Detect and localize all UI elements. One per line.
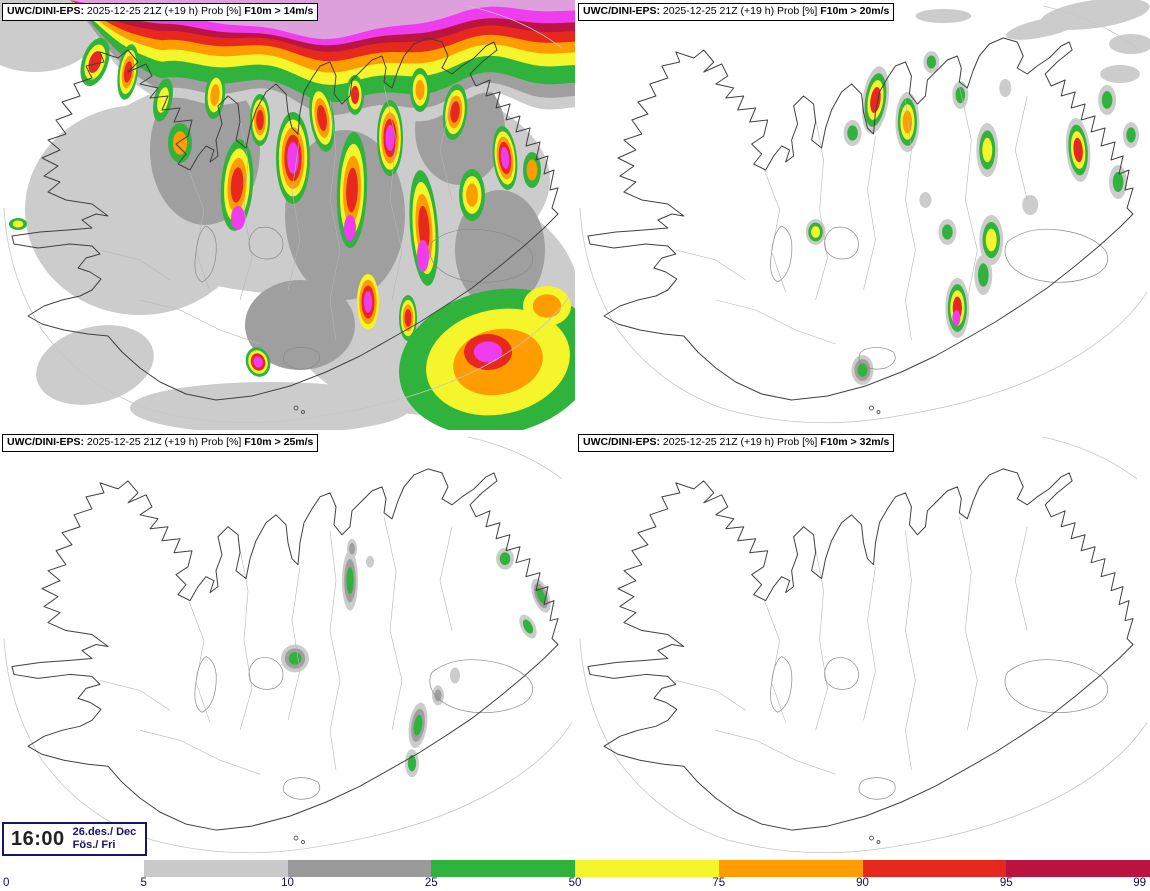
threshold-label: F10m > 32m/s — [820, 436, 890, 448]
legend-label-75: 75 — [712, 877, 726, 889]
legend-segment-5 — [718, 860, 863, 877]
iceland-prob-map-20ms — [579, 0, 1150, 424]
valid-date-group: 26.des./ Dec Fös./ Fri — [73, 826, 137, 852]
legend-labels: 0 5 10 25 50 75 90 95 99 — [0, 877, 1150, 891]
legend-segment-4 — [575, 860, 719, 877]
run-info: 2025-12-25 21Z (+19 h) Prob [%] — [84, 436, 245, 448]
valid-date: 26.des./ Dec — [72, 826, 137, 838]
legend-segment-1 — [143, 860, 288, 877]
legend-segment-0 — [0, 860, 144, 877]
legend-label-25: 25 — [424, 877, 438, 889]
threshold-label: F10m > 25m/s — [244, 436, 314, 448]
panel-title-32ms: UWC/DINI-EPS: 2025-12-25 21Z (+19 h) Pro… — [578, 434, 895, 452]
run-info: 2025-12-25 21Z (+19 h) Prob [%] — [84, 5, 245, 17]
run-info: 2025-12-25 21Z (+19 h) Prob [%] — [660, 5, 821, 17]
model-name: UWC/DINI-EPS: — [7, 436, 84, 448]
iceland-prob-map-14ms — [0, 0, 575, 430]
valid-time: 16:00 — [11, 827, 65, 850]
probability-legend: 0 5 10 25 50 75 90 95 99 — [0, 860, 1150, 891]
legend-segment-2 — [287, 860, 432, 877]
panel-prob-gt-20ms: UWC/DINI-EPS: 2025-12-25 21Z (+19 h) Pro… — [576, 0, 1150, 430]
legend-bar — [0, 860, 1150, 877]
threshold-label: F10m > 14m/s — [244, 5, 314, 17]
panel-prob-gt-14ms: UWC/DINI-EPS: 2025-12-25 21Z (+19 h) Pro… — [0, 0, 575, 430]
panel-title-25ms: UWC/DINI-EPS: 2025-12-25 21Z (+19 h) Pro… — [2, 434, 319, 452]
legend-label-90: 90 — [856, 877, 869, 889]
legend-label-5: 5 — [140, 877, 147, 889]
legend-label-99: 99 — [1133, 877, 1146, 889]
iceland-prob-map-25ms — [3, 436, 573, 854]
legend-segment-3 — [431, 860, 575, 877]
panel-title-14ms: UWC/DINI-EPS: 2025-12-25 21Z (+19 h) Pro… — [2, 3, 319, 21]
legend-label-0: 0 — [3, 877, 10, 889]
legend-label-10: 10 — [281, 877, 294, 889]
model-name: UWC/DINI-EPS: — [583, 436, 660, 448]
legend-segment-7 — [1006, 860, 1150, 877]
model-name: UWC/DINI-EPS: — [7, 5, 84, 17]
threshold-label: F10m > 20m/s — [820, 5, 890, 17]
panel-prob-gt-32ms: UWC/DINI-EPS: 2025-12-25 21Z (+19 h) Pro… — [576, 431, 1150, 860]
legend-label-95: 95 — [999, 877, 1013, 889]
iceland-prob-map-32ms — [579, 436, 1148, 854]
legend-label-50: 50 — [568, 877, 582, 889]
valid-day: Fös./ Fri — [72, 839, 116, 851]
model-name: UWC/DINI-EPS: — [583, 5, 660, 17]
legend-segment-6 — [862, 860, 1007, 877]
run-info: 2025-12-25 21Z (+19 h) Prob [%] — [660, 436, 821, 448]
panel-prob-gt-25ms: UWC/DINI-EPS: 2025-12-25 21Z (+19 h) Pro… — [0, 431, 575, 860]
valid-time-box: 16:00 26.des./ Dec Fös./ Fri — [2, 822, 148, 856]
panel-title-20ms: UWC/DINI-EPS: 2025-12-25 21Z (+19 h) Pro… — [578, 3, 895, 21]
